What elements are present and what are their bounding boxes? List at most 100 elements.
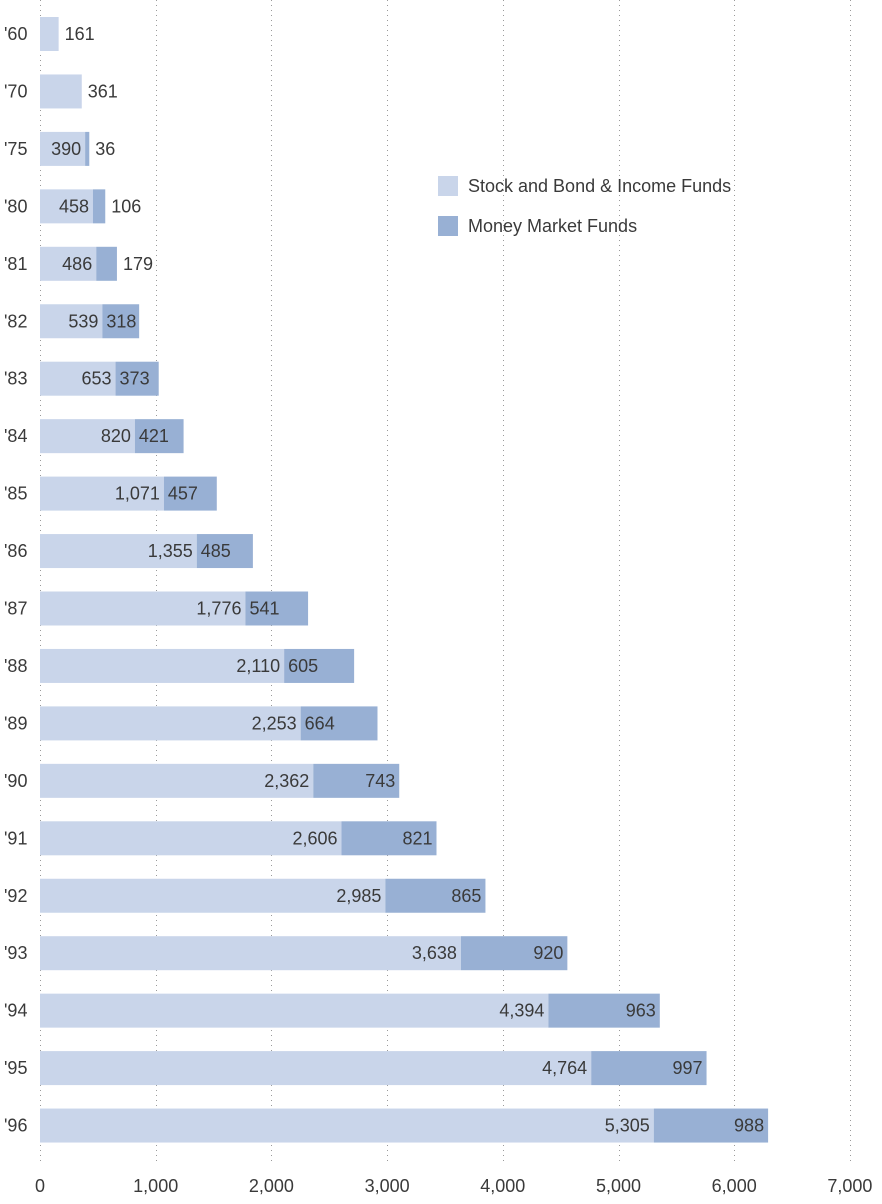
- legend-swatch-money-market: [438, 216, 458, 236]
- value-label-money-market: 865: [451, 886, 481, 906]
- category-label: '75: [4, 139, 27, 159]
- bar-stock-bond: [40, 993, 549, 1028]
- value-label-money-market: 541: [249, 599, 279, 619]
- category-label: '89: [4, 713, 27, 733]
- bar-stock-bond: [40, 706, 301, 741]
- bar-money-market: [245, 591, 309, 626]
- bar-stock-bond: [40, 591, 246, 626]
- x-tick-label: 2,000: [249, 1176, 294, 1196]
- value-label-stock-bond: 4,764: [542, 1058, 587, 1078]
- category-label: '83: [4, 369, 27, 389]
- bar-stock-bond: [40, 763, 314, 798]
- value-label-money-market: 36: [95, 139, 115, 159]
- value-label-money-market: 106: [111, 196, 141, 216]
- value-label-money-market: 997: [673, 1058, 703, 1078]
- value-label-money-market: 988: [734, 1116, 764, 1136]
- x-tick-label: 3,000: [365, 1176, 410, 1196]
- category-label: '82: [4, 311, 27, 331]
- bar-stock-bond: [40, 648, 285, 683]
- value-label-stock-bond: 5,305: [605, 1116, 650, 1136]
- bar-money-market: [385, 878, 486, 913]
- bar-stock-bond: [40, 17, 59, 51]
- legend-label-money-market: Money Market Funds: [468, 215, 638, 236]
- bar-money-market: [134, 419, 184, 454]
- bar-money-market: [548, 993, 660, 1028]
- value-label-stock-bond: 2,362: [264, 771, 309, 791]
- x-tick-label: 4,000: [480, 1176, 525, 1196]
- value-label-stock-bond: 361: [88, 81, 118, 101]
- value-label-money-market: 373: [120, 369, 150, 389]
- value-label-money-market: 179: [123, 254, 153, 274]
- bar-money-market: [591, 1051, 707, 1086]
- category-label: '60: [4, 24, 27, 44]
- bar-money-market: [313, 763, 400, 798]
- bar-money-market: [300, 706, 378, 741]
- category-label: '88: [4, 656, 27, 676]
- value-label-money-market: 664: [305, 713, 335, 733]
- value-label-stock-bond: 3,638: [412, 943, 457, 963]
- category-label: '92: [4, 886, 27, 906]
- bar-money-market: [284, 648, 355, 683]
- bar-money-market: [341, 821, 437, 856]
- category-label: '87: [4, 599, 27, 619]
- category-label: '86: [4, 541, 27, 561]
- value-label-stock-bond: 1,071: [115, 484, 160, 504]
- value-label-stock-bond: 2,110: [236, 656, 280, 676]
- value-label-money-market: 421: [139, 426, 169, 446]
- value-label-stock-bond: 486: [62, 254, 92, 274]
- value-label-stock-bond: 2,253: [252, 713, 297, 733]
- bar-money-market: [163, 476, 217, 511]
- labels: '60 161 '70 361 '75 390 36 '80 458 106 '81 486 179 '8…: [4, 24, 764, 1136]
- bar-stock-bond: [40, 936, 461, 971]
- x-axis: 0 1,000 2,000 3,000 4,000 5,000 6,000 7,000: [35, 1176, 872, 1196]
- legend-item-money-market: Money Market Funds: [438, 212, 731, 240]
- bar-stock-bond: [40, 131, 86, 166]
- bar-stock-bond: [40, 419, 135, 454]
- category-label: '91: [4, 828, 27, 848]
- bars: [40, 17, 769, 1143]
- category-label: '94: [4, 1001, 27, 1021]
- bar-stock-bond: [40, 476, 164, 511]
- value-label-stock-bond: 653: [82, 369, 112, 389]
- bar-money-market: [92, 189, 106, 224]
- bar-money-market: [96, 246, 117, 281]
- x-tick-label: 1,000: [133, 1176, 178, 1196]
- bar-stock-bond: [40, 74, 82, 109]
- bar-stock-bond: [40, 821, 342, 856]
- bar-money-market: [85, 131, 90, 166]
- value-label-money-market: 318: [106, 311, 136, 331]
- legend-swatch-stock-bond: [438, 176, 458, 196]
- bar-money-market: [653, 1108, 769, 1143]
- x-tick-label: 6,000: [712, 1176, 757, 1196]
- value-label-money-market: 821: [402, 828, 432, 848]
- value-label-stock-bond: 539: [68, 311, 98, 331]
- category-label: '90: [4, 771, 27, 791]
- value-label-stock-bond: 1,355: [148, 541, 193, 561]
- bar-money-market: [102, 304, 140, 339]
- value-label-stock-bond: 390: [51, 139, 81, 159]
- legend-item-stock-bond: Stock and Bond & Income Funds: [438, 172, 731, 200]
- bar-stock-bond: [40, 189, 93, 224]
- value-label-stock-bond: 2,606: [292, 828, 337, 848]
- value-label-money-market: 920: [533, 943, 563, 963]
- value-label-stock-bond: 4,394: [499, 1001, 544, 1021]
- category-label: '70: [4, 81, 27, 101]
- category-label: '85: [4, 484, 27, 504]
- value-label-stock-bond: 458: [59, 196, 89, 216]
- category-label: '84: [4, 426, 27, 446]
- value-label-money-market: 457: [168, 484, 198, 504]
- bar-stock-bond: [40, 246, 97, 281]
- bar-stock-bond: [40, 1108, 654, 1143]
- category-label: '80: [4, 196, 27, 216]
- bar-stock-bond: [40, 361, 116, 396]
- category-label: '81: [4, 254, 27, 274]
- x-tick-label: 5,000: [596, 1176, 641, 1196]
- value-label-money-market: 605: [288, 656, 318, 676]
- value-label-money-market: 963: [626, 1001, 656, 1021]
- value-label-stock-bond: 1,776: [196, 599, 241, 619]
- bar-money-market: [115, 361, 159, 396]
- legend-label-stock-bond: Stock and Bond & Income Funds: [468, 175, 732, 196]
- bar-stock-bond: [40, 1051, 592, 1086]
- bar-money-market: [196, 534, 253, 569]
